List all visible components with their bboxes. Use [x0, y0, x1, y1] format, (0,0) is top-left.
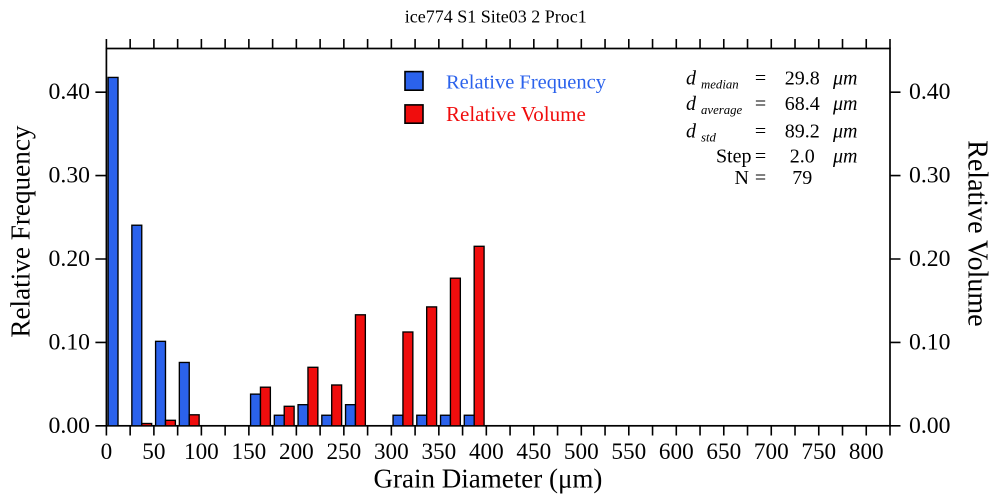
svg-text:200: 200	[279, 439, 314, 465]
svg-text:d: d	[686, 93, 697, 115]
svg-text:0.30: 0.30	[49, 163, 90, 189]
svg-text:800: 800	[849, 439, 884, 465]
svg-text:0.20: 0.20	[909, 246, 950, 272]
svg-text:450: 450	[516, 439, 551, 465]
svg-text:median: median	[701, 77, 739, 91]
svg-text:250: 250	[326, 439, 361, 465]
svg-text:Relative Frequency: Relative Frequency	[6, 125, 36, 338]
svg-text:d: d	[686, 67, 697, 89]
svg-text:Relative Volume: Relative Volume	[962, 140, 993, 326]
svg-text:Step: Step	[716, 146, 752, 168]
svg-text:350: 350	[421, 439, 456, 465]
svg-text:0: 0	[101, 439, 113, 465]
svg-text:ice774 S1 Site03 2 Proc1: ice774 S1 Site03 2 Proc1	[405, 7, 587, 27]
svg-text:0.00: 0.00	[909, 413, 950, 439]
svg-text:=: =	[755, 93, 766, 115]
svg-text:650: 650	[706, 439, 741, 465]
svg-text:150: 150	[231, 439, 266, 465]
svg-text:d: d	[686, 120, 697, 142]
svg-text:0.30: 0.30	[909, 163, 950, 189]
svg-text:=: =	[755, 120, 766, 142]
svg-text:750: 750	[801, 439, 836, 465]
svg-text:μm: μm	[832, 93, 857, 115]
svg-text:500: 500	[564, 439, 599, 465]
svg-text:300: 300	[374, 439, 409, 465]
svg-text:50: 50	[142, 439, 165, 465]
svg-text:std: std	[701, 130, 717, 144]
svg-text:0.10: 0.10	[909, 329, 950, 355]
svg-text:29.8: 29.8	[785, 67, 820, 89]
svg-text:Relative Volume: Relative Volume	[446, 102, 586, 126]
svg-text:89.2: 89.2	[785, 120, 820, 142]
svg-text:μm: μm	[832, 146, 857, 168]
svg-text:0.00: 0.00	[49, 413, 90, 439]
svg-text:550: 550	[611, 439, 646, 465]
svg-text:100: 100	[184, 439, 219, 465]
svg-text:Relative Frequency: Relative Frequency	[446, 72, 607, 94]
svg-text:0.40: 0.40	[909, 79, 950, 105]
svg-text:=: =	[755, 167, 766, 189]
svg-text:2.0: 2.0	[790, 146, 815, 168]
svg-text:=: =	[755, 146, 766, 168]
svg-text:0.40: 0.40	[49, 79, 90, 105]
svg-text:=: =	[755, 67, 766, 89]
svg-text:600: 600	[659, 439, 694, 465]
svg-text:N: N	[735, 167, 749, 189]
svg-text:79: 79	[792, 167, 812, 189]
svg-text:0.20: 0.20	[49, 246, 90, 272]
svg-text:700: 700	[754, 439, 789, 465]
svg-text:400: 400	[469, 439, 504, 465]
svg-text:0.10: 0.10	[49, 329, 90, 355]
svg-text:μm: μm	[832, 120, 857, 142]
svg-text:68.4: 68.4	[785, 93, 820, 115]
svg-text:μm: μm	[832, 67, 857, 89]
svg-text:Grain Diameter (μm): Grain Diameter (μm)	[374, 464, 603, 494]
svg-text:average: average	[701, 103, 743, 117]
